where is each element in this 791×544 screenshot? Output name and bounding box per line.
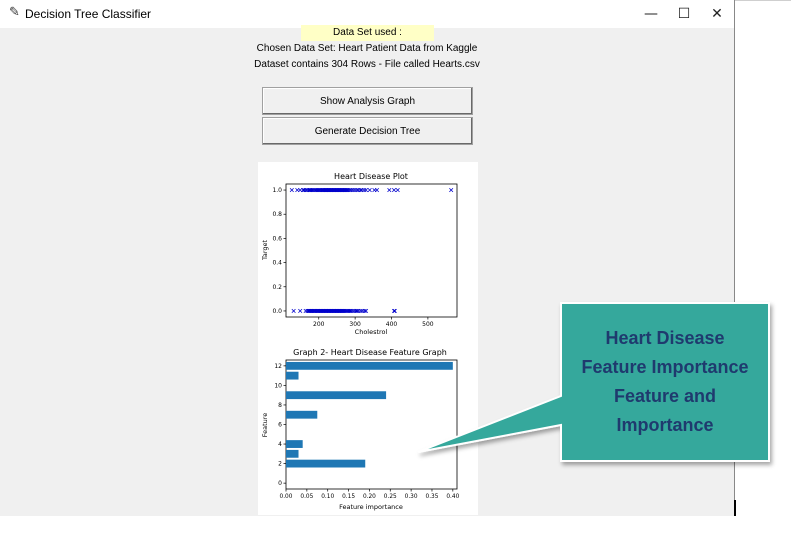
scatter-point (391, 187, 397, 193)
bar-y-tick-label: 12 (274, 363, 282, 370)
bar-x-tick-label: 0.00 (280, 494, 293, 500)
maximize-button[interactable]: ☐ (677, 6, 691, 22)
scatter-point (349, 308, 354, 314)
bar-y-tick-label: 0 (278, 480, 282, 487)
callout-line-4: Importance (616, 415, 714, 435)
feature-bar (286, 459, 366, 468)
scatter-point (289, 187, 294, 193)
bar-x-tick-label: 0.25 (384, 494, 397, 500)
bar-x-tick-label: 0.15 (342, 494, 355, 500)
bar-y-ticks: 0 2 4 6 8 10 12 (274, 363, 286, 487)
bar-bars (286, 361, 453, 468)
scatter-point (362, 308, 367, 314)
dataset-rows-text: Dataset contains 304 Rows - File called … (254, 59, 480, 70)
bar-x-label: Feature importance (339, 503, 403, 511)
title-bar: ✎ Decision Tree Classifier — ☐ ✕ (0, 0, 735, 28)
bar-y-tick-label: 4 (278, 441, 282, 448)
scatter-y-tick-label: 0.4 (272, 260, 282, 267)
feature-bar (286, 391, 387, 400)
scatter-chart: Heart Disease Plot 200 300 400 500 0.00.20.… (261, 172, 458, 336)
callout-line-3: Feature and (613, 386, 717, 406)
scatter-point (358, 187, 363, 193)
scatter-x-label: Cholestrol (355, 328, 388, 336)
bar-y-tick-label: 6 (278, 422, 282, 429)
feature-bar (286, 371, 299, 380)
plots-svg: Heart Disease Plot 200 300 400 500 0.00.20.… (261, 172, 460, 511)
window-title: Decision Tree Classifier (25, 7, 152, 21)
bar-y-tick-label: 2 (278, 461, 282, 468)
bar-x-tick-label: 0.40 (446, 494, 459, 500)
bar-x-tick-label: 0.10 (321, 494, 334, 500)
scatter-y-tick-label: 0.0 (272, 308, 282, 315)
feature-bar-chart: Graph 2- Heart Disease Feature Graph 0.0… (261, 348, 460, 511)
scatter-y-tick-label: 0.2 (272, 284, 282, 291)
bar-chart-title: Graph 2- Heart Disease Feature Graph (293, 348, 447, 357)
window-right-border (734, 0, 735, 516)
scatter-x-tick-label: 200 (313, 321, 325, 328)
bar-y-tick-label: 10 (274, 382, 282, 389)
bar-x-tick-label: 0.30 (405, 494, 418, 500)
scatter-point (362, 187, 367, 193)
scatter-point (367, 187, 372, 193)
callout-text: Heart Disease Feature Importance Feature… (561, 303, 769, 461)
bar-x-tick-label: 0.05 (300, 494, 313, 500)
minimize-button[interactable]: — (644, 6, 658, 22)
scatter-point (363, 187, 369, 193)
show-analysis-graph-button[interactable]: Show Analysis Graph (262, 87, 473, 115)
scatter-point (291, 308, 296, 314)
scatter-x-tick-label: 300 (349, 321, 361, 328)
close-button[interactable]: ✕ (711, 6, 723, 22)
scatter-points (289, 187, 454, 314)
scatter-point (344, 187, 349, 193)
scatter-plot-frame (285, 183, 458, 318)
scatter-point (298, 308, 303, 314)
scatter-point (358, 308, 363, 314)
plots-canvas: Heart Disease Plot 200 300 400 500 0.0 0.2 0.… (258, 162, 478, 515)
scatter-x-tick-label: 400 (386, 321, 398, 328)
scatter-point (391, 308, 397, 314)
scatter-y-tick-label: 0.6 (272, 235, 282, 242)
scatter-point (392, 308, 397, 314)
callout-line-2: Feature Importance (581, 357, 749, 377)
feather-icon: ✎ (9, 5, 20, 20)
bar-plot-frame (285, 359, 458, 490)
scatter-y-label: Target (261, 239, 269, 261)
scatter-point (353, 187, 358, 193)
scatter-point (349, 187, 354, 193)
window-right-border-mark (734, 500, 736, 516)
bar-x-ticks: 0.00 0.05 0.10 0.15 0.20 0.25 0.30 0.35 0.40 (280, 489, 460, 500)
scatter-x-ticks: 200 300 400 500 (313, 317, 434, 328)
feature-bar (286, 440, 303, 448)
scatter-y-tick-label: 0.8 (272, 211, 282, 218)
scatter-point (351, 187, 356, 193)
feature-bar (286, 410, 318, 419)
scatter-point (374, 187, 380, 193)
bar-x-tick-label: 0.35 (426, 494, 439, 500)
scatter-point (363, 308, 369, 314)
feature-bar (286, 361, 453, 370)
dataset-chosen-text: Chosen Data Set: Heart Patient Data from… (256, 43, 478, 54)
scatter-point (387, 187, 392, 193)
feature-bar (286, 449, 299, 458)
scatter-y-tick-label: 1.0 (272, 187, 282, 194)
scatter-point (395, 187, 400, 193)
scatter-point (347, 187, 353, 193)
scatter-x-tick-label: 500 (422, 321, 434, 328)
scatter-title: Heart Disease Plot (334, 172, 408, 181)
bar-y-label: Feature (261, 413, 269, 438)
generate-decision-tree-button[interactable]: Generate Decision Tree (262, 117, 473, 145)
bar-y-tick-label: 8 (278, 402, 282, 409)
scatter-point (354, 187, 360, 193)
scatter-point (449, 187, 454, 193)
scatter-point (350, 308, 355, 314)
scatter-point (354, 308, 360, 314)
scatter-y-ticks: 0.0 0.2 0.4 0.6 0.8 1.0 (272, 187, 286, 315)
dataset-label: Data Set used : (301, 25, 434, 41)
callout-line-1: Heart Disease (605, 328, 725, 348)
bar-x-tick-label: 0.20 (363, 494, 376, 500)
